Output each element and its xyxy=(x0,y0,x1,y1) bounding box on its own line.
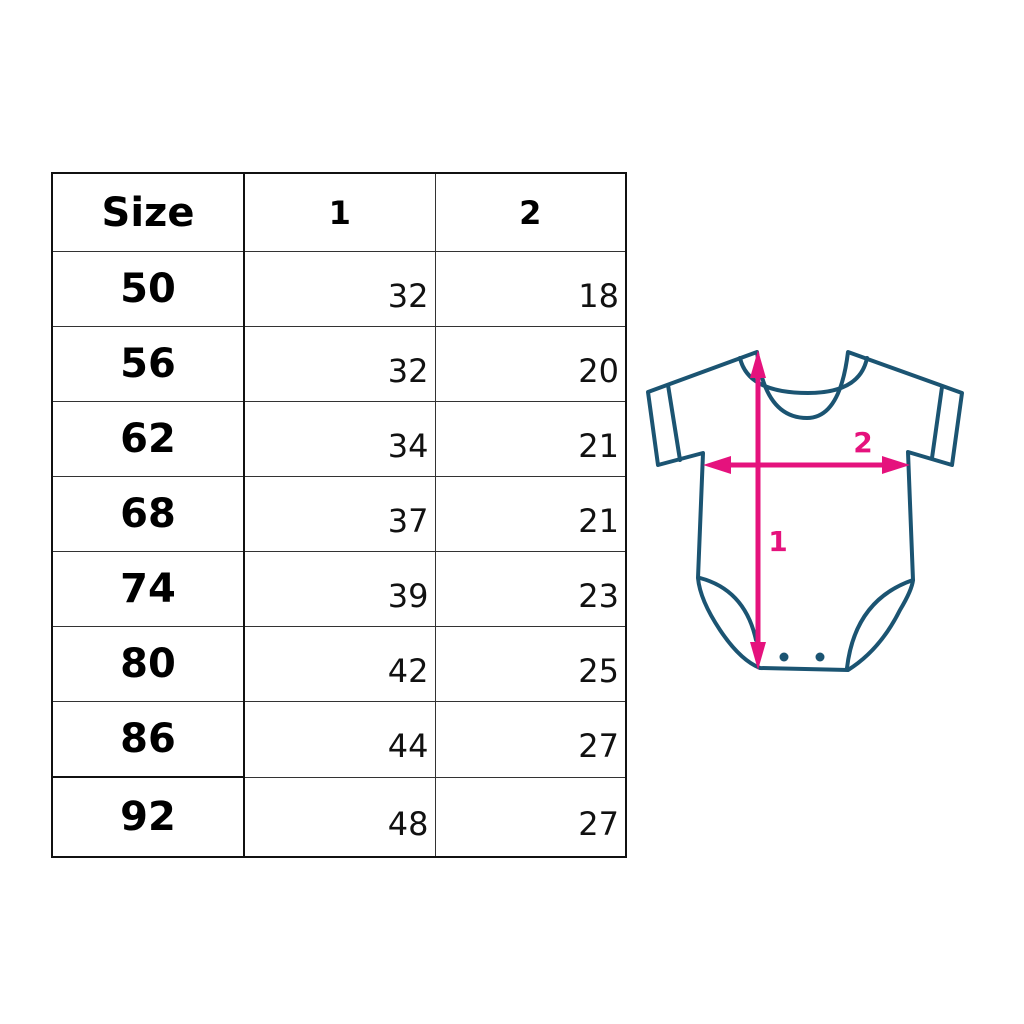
measure-2-cell: 20 xyxy=(434,326,627,402)
arrow-head xyxy=(750,350,766,378)
header-measure-1: 1 xyxy=(243,172,436,252)
size-cell: 68 xyxy=(51,476,245,552)
measure-1-cell: 37 xyxy=(243,476,436,552)
measure-1-cell: 32 xyxy=(243,251,436,327)
measure-2-cell: 23 xyxy=(434,551,627,627)
measure-1-cell: 44 xyxy=(243,701,436,778)
header-size: Size xyxy=(51,172,245,252)
snap-button xyxy=(779,652,789,662)
measure-1-cell: 39 xyxy=(243,551,436,627)
snap-button xyxy=(815,652,825,662)
table-row: 86 44 27 xyxy=(51,701,627,778)
size-cell: 80 xyxy=(51,626,245,702)
width-label: 2 xyxy=(853,426,872,459)
arrow-head xyxy=(882,456,910,474)
size-cell: 50 xyxy=(51,251,245,327)
size-cell: 92 xyxy=(51,776,245,858)
table-row: 68 37 21 xyxy=(51,476,627,552)
size-cell: 74 xyxy=(51,551,245,627)
measure-1-cell: 42 xyxy=(243,626,436,702)
header-row: Size 1 2 xyxy=(51,172,627,252)
arrow-head xyxy=(703,456,731,474)
measure-1-cell: 48 xyxy=(243,776,436,858)
arrow-head xyxy=(750,642,766,670)
measure-1-cell: 34 xyxy=(243,401,436,477)
size-cell: 86 xyxy=(51,701,245,778)
table-row: 56 32 20 xyxy=(51,326,627,402)
table-row: 62 34 21 xyxy=(51,401,627,477)
measure-2-cell: 21 xyxy=(434,476,627,552)
table-row: 50 32 18 xyxy=(51,251,627,327)
length-label: 1 xyxy=(768,525,787,558)
table-row: 92 48 27 xyxy=(51,776,627,858)
table-row: 80 42 25 xyxy=(51,626,627,702)
measure-2-cell: 18 xyxy=(434,251,627,327)
size-chart-table: Size 1 2 50 32 18 56 32 20 62 34 21 68 37 21 74 3… xyxy=(51,172,627,858)
measure-2-cell: 27 xyxy=(434,701,627,778)
measure-arrows xyxy=(703,350,910,670)
size-cell: 56 xyxy=(51,326,245,402)
measure-2-cell: 21 xyxy=(434,401,627,477)
table-row: 74 39 23 xyxy=(51,551,627,627)
bodysuit-outline xyxy=(646,350,964,672)
measure-2-cell: 27 xyxy=(434,776,627,858)
measure-2-cell: 25 xyxy=(434,626,627,702)
header-measure-2: 2 xyxy=(434,172,627,252)
